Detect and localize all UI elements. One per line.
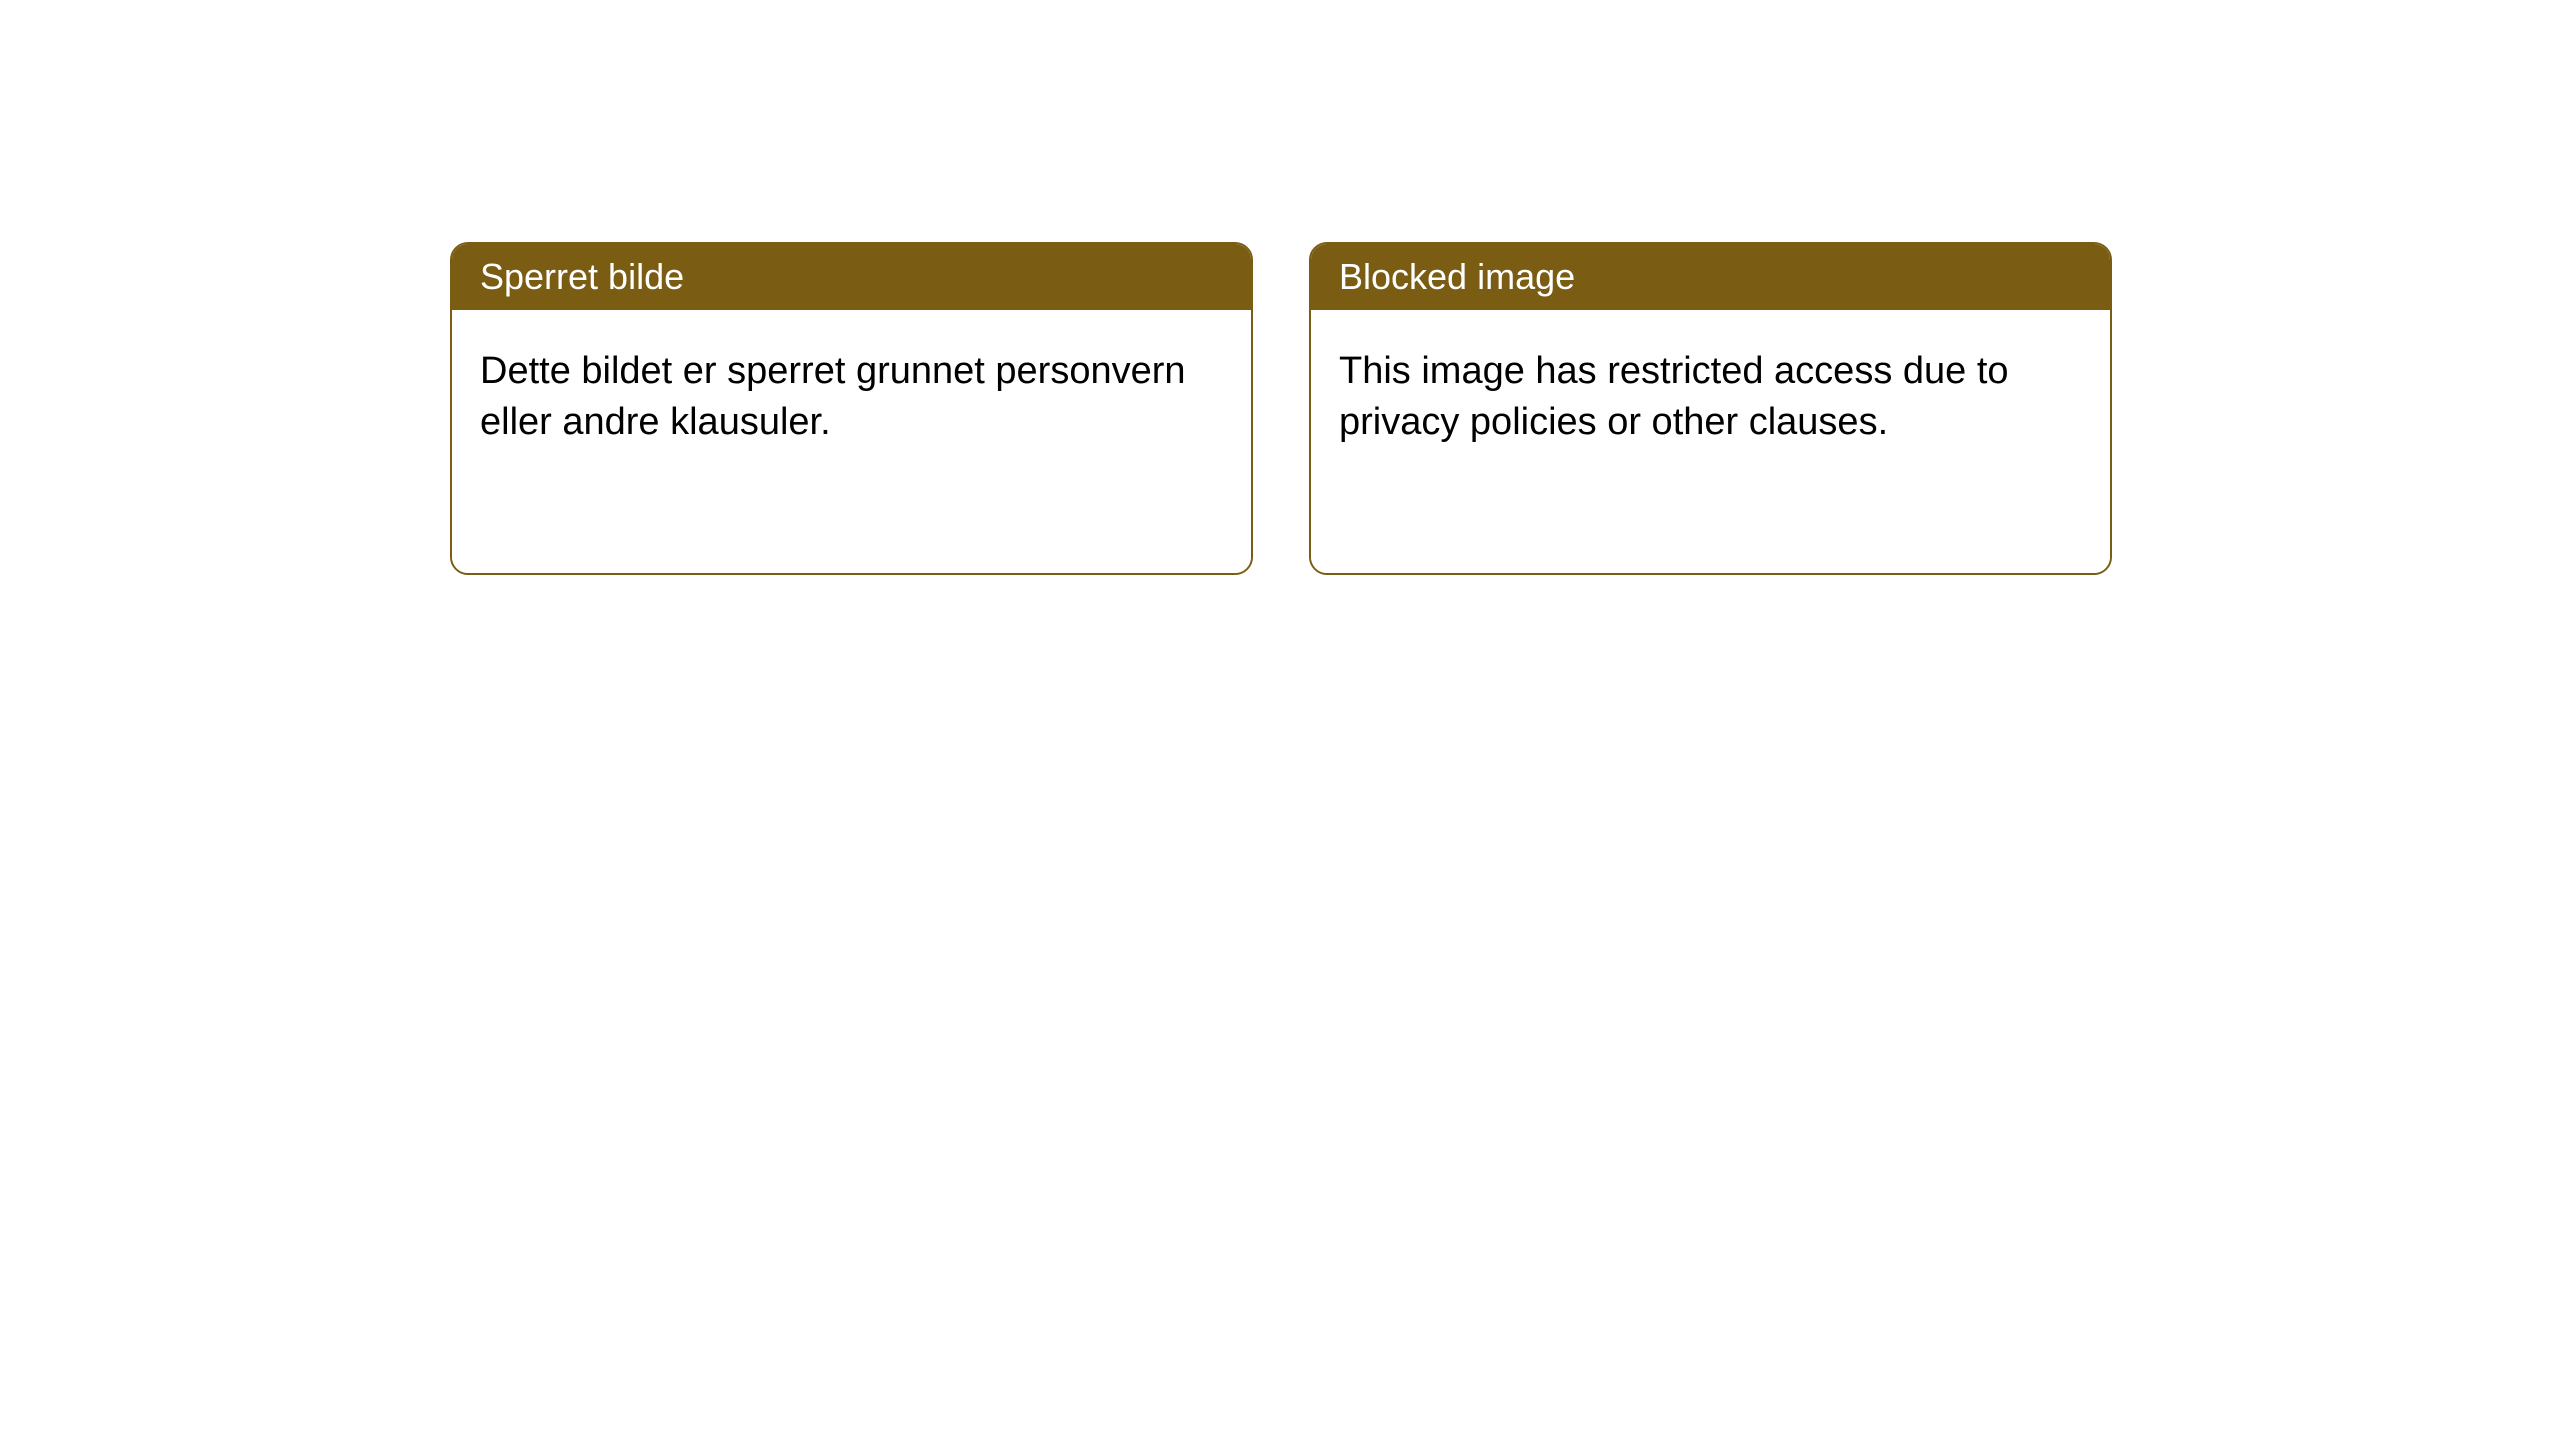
notice-card-norwegian: Sperret bilde Dette bildet er sperret gr… <box>450 242 1253 575</box>
notice-container: Sperret bilde Dette bildet er sperret gr… <box>0 0 2560 575</box>
notice-body: Dette bildet er sperret grunnet personve… <box>452 310 1251 573</box>
notice-body: This image has restricted access due to … <box>1311 310 2110 573</box>
notice-card-english: Blocked image This image has restricted … <box>1309 242 2112 575</box>
notice-title: Blocked image <box>1311 244 2110 310</box>
notice-title: Sperret bilde <box>452 244 1251 310</box>
